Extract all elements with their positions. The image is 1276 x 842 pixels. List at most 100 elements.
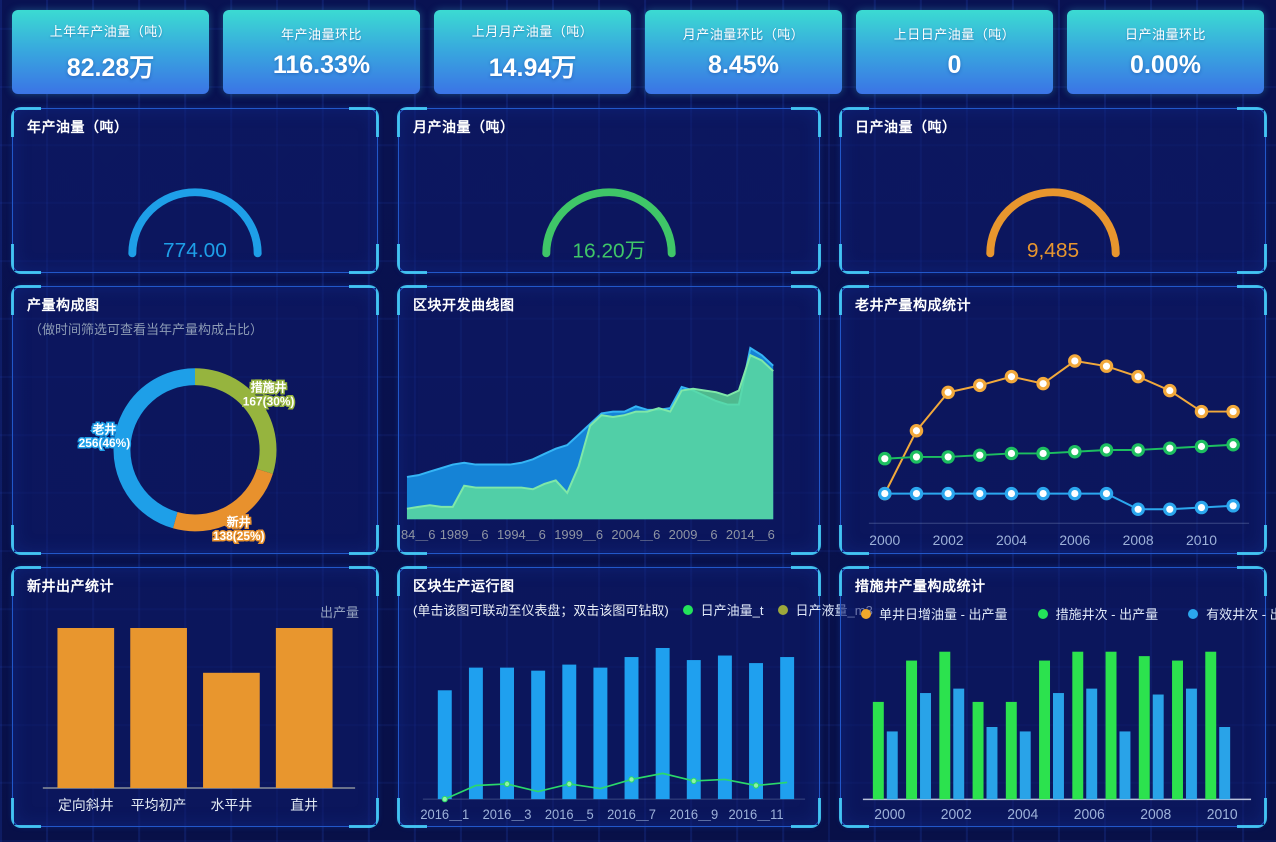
panel-subtitle-legend-row: (单击该图可联动至仪表盘；双击该图可钻取) 日产油量_t 日产液量_m3	[399, 598, 873, 619]
svg-text:2008: 2008	[1123, 532, 1154, 548]
panel-body: 2016＿1 2016＿3 2016＿5 2016＿7 2016＿9 2016＿11	[399, 619, 819, 826]
svg-text:1999＿6: 1999＿6	[554, 527, 603, 542]
svg-text:2009＿6: 2009＿6	[669, 527, 718, 542]
panel-body: 84＿6 1989＿6 1994＿6 1999＿6 2004＿6 2009＿6 2014＿6	[399, 317, 819, 553]
svg-text:2006: 2006	[1059, 532, 1090, 548]
panel-header: 产量构成图	[13, 287, 377, 317]
panel-header: 月产油量（吨）	[399, 109, 819, 139]
panel-subtitle: (单击该图可联动至仪表盘；双击该图可钻取)	[413, 603, 669, 618]
legend-label: 措施井次 - 出产量	[1055, 607, 1159, 622]
panel-monthly-gauge: 月产油量（吨） 16.20万	[397, 107, 821, 274]
kpi-label: 日产油量环比	[1124, 27, 1206, 42]
svg-text:2016＿9: 2016＿9	[669, 807, 718, 822]
kpi-card-last-year-production: 上年年产油量（吨） 82.28万	[12, 10, 209, 94]
panel-body: 2000 2002 2004 2006 2008 2010	[841, 623, 1265, 826]
annual-gauge-chart[interactable]: 774.00	[13, 139, 377, 272]
svg-text:2016＿7: 2016＿7	[607, 807, 656, 822]
legend-effective-well-times[interactable]: 有效井次 - 出产量	[1188, 604, 1276, 623]
kpi-card-yesterday-production: 上日日产油量（吨） 0	[856, 10, 1053, 94]
panel-body: 2000 2002 2004 2006 2008 2010	[841, 317, 1265, 553]
kpi-label: 上月月产油量（吨）	[471, 23, 594, 39]
svg-text:2002: 2002	[933, 532, 964, 548]
panel-block-run: 区块生产运行图 (单击该图可联动至仪表盘；双击该图可钻取) 日产油量_t 日产液…	[397, 566, 873, 828]
panel-body: 9,485	[841, 139, 1265, 272]
panel-title: 新井出产统计	[27, 578, 114, 594]
kpi-value: 8.45%	[708, 51, 779, 79]
svg-text:774.00: 774.00	[163, 239, 227, 262]
svg-text:2008: 2008	[1140, 806, 1171, 822]
kpi-label: 上日日产油量（吨）	[893, 27, 1016, 42]
svg-text:平均初产: 平均初产	[131, 797, 187, 813]
panel-header: 年产油量（吨）	[13, 109, 377, 139]
panel-header: 区块生产运行图	[399, 568, 819, 598]
green-dot-icon	[1037, 608, 1048, 619]
panel-body: 措施井 167(30%) 新井 138(25%) 老井 256(46%)	[13, 338, 377, 553]
kpi-card-last-month-production: 上月月产油量（吨） 14.94万	[434, 10, 631, 94]
svg-text:2010: 2010	[1207, 806, 1238, 822]
svg-text:2016＿1: 2016＿1	[420, 807, 469, 822]
svg-text:措施井: 措施井	[251, 380, 287, 394]
panel-title: 老井产量构成统计	[855, 297, 971, 313]
svg-text:老井: 老井	[91, 422, 116, 436]
legend-label: 有效井次 - 出产量	[1206, 607, 1276, 622]
legend-label: 单井日增油量 - 出产量	[879, 607, 1008, 622]
panel-body: 16.20万	[399, 139, 819, 272]
svg-text:直井: 直井	[290, 797, 318, 813]
panel-subtitle: （做时间筛选可查看当年产量构成占比）	[29, 322, 264, 337]
svg-text:84＿6: 84＿6	[401, 527, 436, 542]
blue-dot-icon	[1188, 608, 1199, 619]
svg-text:2014＿6: 2014＿6	[726, 527, 775, 542]
legend-output-series[interactable]: 出产量	[319, 605, 359, 620]
svg-text:定向斜井: 定向斜井	[58, 797, 114, 813]
svg-text:9,485: 9,485	[1027, 239, 1079, 262]
panel-title: 产量构成图	[27, 297, 100, 313]
block-curve-area-chart[interactable]: 84＿6 1989＿6 1994＿6 1999＿6 2004＿6 2009＿6 2014＿6	[399, 317, 819, 553]
legend-single-well-gain[interactable]: 单井日增油量 - 出产量	[861, 604, 1008, 623]
legend-label: 日产油量_t	[700, 603, 764, 618]
measure-well-grouped-bar-chart[interactable]: 2000 2002 2004 2006 2008 2010	[841, 623, 1265, 826]
panel-header: 老井产量构成统计	[841, 287, 1265, 317]
old-well-line-chart[interactable]: 2000 2002 2004 2006 2008 2010	[841, 317, 1265, 553]
kpi-row: 上年年产油量（吨） 82.28万 年产油量环比 116.33% 上月月产油量（吨…	[12, 10, 1264, 94]
svg-text:2002: 2002	[941, 806, 972, 822]
monthly-gauge-chart[interactable]: 16.20万	[399, 139, 819, 272]
panel-title: 月产油量（吨）	[413, 119, 515, 135]
olive-dot-icon	[777, 604, 788, 615]
svg-text:新井: 新井	[227, 515, 251, 529]
svg-text:2004＿6: 2004＿6	[611, 527, 660, 542]
kpi-label: 月产油量环比（吨）	[682, 27, 805, 42]
panel-block-curve: 区块开发曲线图 84＿6 1989＿6 1994＿6 1999＿6 2004＿6 2009…	[397, 285, 821, 555]
kpi-value: 82.28万	[66, 53, 155, 82]
dashboard-grid: 年产油量（吨） 774.00 月产油量（吨） 16.20万 日产油量（吨） 9,…	[11, 107, 1276, 828]
panel-header: 区块开发曲线图	[399, 287, 819, 317]
panel-header: 日产油量（吨）	[841, 109, 1265, 139]
svg-text:2004: 2004	[996, 532, 1027, 548]
svg-text:138(25%): 138(25%)	[213, 529, 265, 543]
kpi-label: 上年年产油量（吨）	[49, 23, 172, 39]
svg-text:2016＿3: 2016＿3	[483, 807, 532, 822]
new-well-bar-chart[interactable]: 定向斜井 平均初产 水平井 直井	[13, 598, 377, 826]
block-run-bar-line-chart[interactable]: 2016＿1 2016＿3 2016＿5 2016＿7 2016＿9 2016＿11	[399, 619, 819, 826]
svg-text:16.20万: 16.20万	[572, 239, 645, 262]
panel-old-well-stats: 老井产量构成统计 2000 2002 2004 2006 2008 2010	[839, 285, 1267, 555]
panel-title: 区块生产运行图	[413, 578, 515, 594]
panel-daily-gauge: 日产油量（吨） 9,485	[839, 107, 1267, 274]
kpi-value: 0.00%	[1130, 51, 1201, 79]
svg-text:2010: 2010	[1186, 532, 1217, 548]
measure-legend-row: 单井日增油量 - 出产量 措施井次 - 出产量 有效井次 - 出产量	[841, 598, 1276, 623]
legend-daily-oil[interactable]: 日产油量_t	[682, 600, 764, 619]
svg-text:167(30%): 167(30%)	[243, 394, 295, 408]
svg-text:1994＿6: 1994＿6	[497, 527, 546, 542]
svg-text:256(46%): 256(46%)	[79, 436, 131, 450]
svg-text:2016＿11: 2016＿11	[728, 807, 783, 822]
panel-production-composition: 产量构成图 （做时间筛选可查看当年产量构成占比） 措施井 167(30%) 新井 13…	[11, 285, 379, 555]
legend-measure-well-times[interactable]: 措施井次 - 出产量	[1037, 604, 1159, 623]
kpi-value: 14.94万	[488, 53, 577, 82]
svg-text:水平井: 水平井	[211, 797, 253, 813]
panel-title: 区块开发曲线图	[413, 297, 515, 313]
svg-text:2004: 2004	[1007, 806, 1038, 822]
svg-text:2000: 2000	[874, 806, 905, 822]
panel-new-well-output: 新井出产统计 出产量 定向斜井 平均初产 水平井 直井	[11, 566, 379, 828]
daily-gauge-chart[interactable]: 9,485	[841, 139, 1265, 272]
